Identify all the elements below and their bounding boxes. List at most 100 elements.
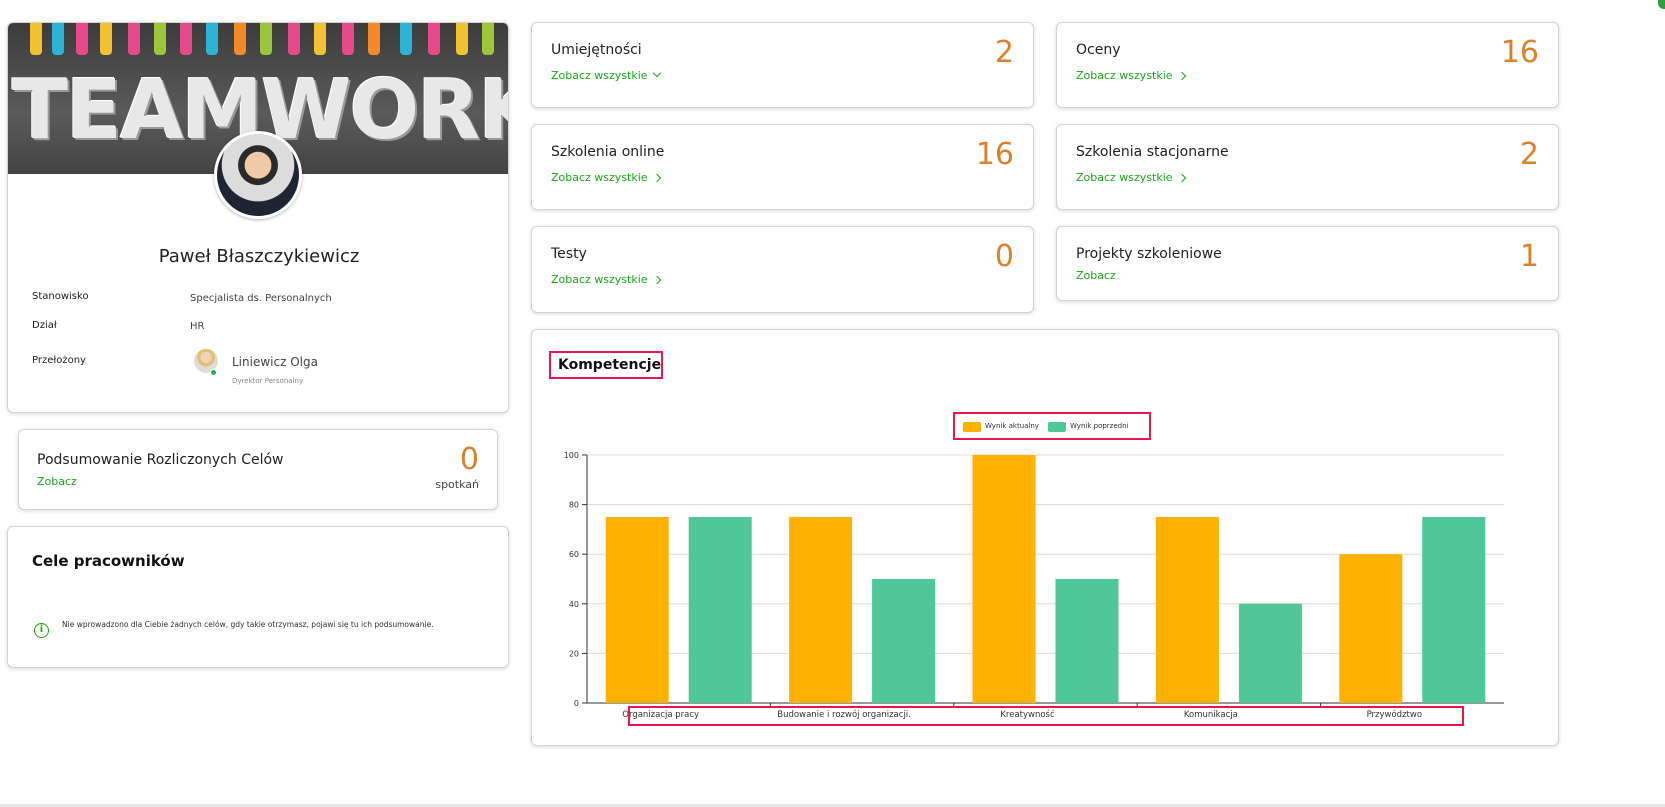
- tests-view-all-link[interactable]: Zobacz wszystkie: [551, 273, 661, 286]
- banner-decoration: [342, 23, 354, 55]
- online-trainings-view-all-link[interactable]: Zobacz wszystkie: [551, 171, 661, 184]
- banner-decoration: [260, 23, 272, 55]
- banner-decoration: [128, 23, 140, 55]
- grades-view-all-link[interactable]: Zobacz wszystkie: [1076, 69, 1186, 82]
- training-projects-card: Projekty szkoleniowe Zobacz 1: [1056, 226, 1559, 301]
- summary-count: 0: [459, 442, 479, 477]
- page-bottom-border: [0, 804, 1665, 807]
- position-value: Specjalista ds. Personalnych: [190, 293, 332, 304]
- stationary-trainings-view-all-link[interactable]: Zobacz wszystkie: [1076, 171, 1186, 184]
- banner-decoration: [314, 23, 326, 55]
- chevron-right-icon: [652, 173, 661, 183]
- supervisor-role: Dyrektor Personalny: [232, 377, 304, 385]
- chevron-right-icon: [652, 275, 661, 285]
- legend-label-previous[interactable]: Wynik poprzedni: [1070, 422, 1129, 430]
- banner-decoration: [154, 23, 166, 55]
- stationary-trainings-view-all-label: Zobacz wszystkie: [1076, 171, 1173, 184]
- y-tick-label: 80: [569, 501, 579, 510]
- grades-card: Oceny Zobacz wszystkie 16: [1056, 22, 1559, 108]
- profile-avatar[interactable]: [214, 131, 302, 219]
- banner-decoration: [76, 23, 88, 55]
- x-tick-label: Przywództwo: [1367, 709, 1422, 720]
- bar-current: [972, 455, 1036, 703]
- chevron-right-icon: [1177, 71, 1186, 81]
- chevron-down-icon: [652, 68, 661, 78]
- bar-previous: [872, 579, 936, 703]
- department-value: HR: [190, 321, 205, 332]
- employee-goals-card: Cele pracowników i Nie wprowadzono dla C…: [7, 526, 509, 668]
- summary-title: Podsumowanie Rozliczonych Celów: [37, 452, 284, 468]
- competencies-chart: 0 20 40 60 80 100 Organizacja pracy Budowanie i…: [564, 451, 1504, 720]
- tests-card: Testy Zobacz wszystkie 0: [531, 226, 1034, 313]
- goals-title: Cele pracowników: [32, 552, 185, 570]
- grades-label: Oceny: [1076, 42, 1121, 58]
- bar-previous: [1422, 517, 1486, 703]
- y-tick-label: 40: [569, 600, 579, 609]
- supervisor-name[interactable]: Liniewicz Olga: [232, 355, 318, 369]
- x-axis-labels-highlight: [628, 706, 1464, 726]
- y-tick-label: 100: [564, 451, 579, 460]
- legend-swatch-current[interactable]: [963, 422, 981, 432]
- grades-view-all-label: Zobacz wszystkie: [1076, 69, 1173, 82]
- profile-name: Paweł Błaszczykiewicz: [158, 246, 360, 267]
- competencies-card: 0 20 40 60 80 100 Organizacja pracy Budowanie i…: [531, 329, 1559, 746]
- department-label: Dział: [32, 320, 57, 331]
- banner-decoration: [30, 23, 42, 55]
- bar-previous: [688, 517, 752, 703]
- x-tick-label: Budowanie i rozwój organizacji.: [777, 709, 911, 720]
- online-trainings-view-all-label: Zobacz wszystkie: [551, 171, 648, 184]
- banner-decoration: [100, 23, 112, 55]
- banner-decoration: [206, 23, 218, 55]
- summary-view-link[interactable]: Zobacz: [37, 475, 77, 488]
- goals-empty-message: Nie wprowadzono dla Ciebie żadnych celów…: [62, 620, 434, 629]
- online-trainings-count: 16: [975, 137, 1014, 172]
- bar-current: [789, 517, 853, 703]
- banner-decoration: [368, 23, 380, 55]
- bar-previous: [1055, 579, 1119, 703]
- skills-view-all-label: Zobacz wszystkie: [551, 69, 648, 82]
- legend-label-current[interactable]: Wynik aktualny: [985, 422, 1039, 430]
- banner-decoration: [180, 23, 192, 55]
- banner-decoration: [288, 23, 300, 55]
- online-status-icon: [210, 369, 217, 376]
- skills-label: Umiejętności: [551, 42, 642, 58]
- skills-view-all-link[interactable]: Zobacz wszystkie: [551, 68, 661, 82]
- training-projects-label: Projekty szkoleniowe: [1076, 246, 1222, 262]
- goals-summary-card: Podsumowanie Rozliczonych Celów Zobacz 0…: [18, 429, 498, 510]
- legend-swatch-previous[interactable]: [1048, 422, 1066, 432]
- banner-decoration: [234, 23, 246, 55]
- chevron-right-icon: [1177, 173, 1186, 183]
- status-indicator: [1658, 0, 1665, 9]
- bar-current: [1339, 554, 1403, 703]
- training-projects-view-link[interactable]: Zobacz: [1076, 269, 1116, 282]
- y-tick-label: 0: [574, 699, 579, 708]
- summary-unit: spotkań: [435, 478, 479, 491]
- training-projects-count: 1: [1519, 239, 1539, 274]
- chart-legend: Wynik aktualny Wynik poprzedni: [953, 412, 1151, 440]
- banner-decoration: [400, 23, 412, 55]
- x-tick-label: Kreatywność: [1000, 709, 1055, 720]
- y-tick-label: 60: [569, 550, 579, 559]
- skills-count: 2: [994, 35, 1014, 70]
- grades-count: 16: [1500, 35, 1539, 70]
- bar-current: [605, 517, 669, 703]
- supervisor-label: Przełożony: [32, 355, 86, 366]
- skills-card: Umiejętności Zobacz wszystkie 2: [531, 22, 1034, 108]
- x-tick-label: Organizacja pracy: [622, 710, 699, 720]
- banner-decoration: [456, 23, 468, 55]
- info-icon: i: [34, 623, 49, 638]
- bar-current: [1155, 517, 1219, 703]
- online-trainings-label: Szkolenia online: [551, 144, 665, 160]
- tests-label: Testy: [551, 246, 587, 262]
- banner-decoration: [482, 23, 494, 55]
- online-trainings-card: Szkolenia online Zobacz wszystkie 16: [531, 124, 1034, 210]
- position-label: Stanowisko: [32, 291, 89, 302]
- profile-card: TEAMWORK Paweł Błaszczykiewicz Stanowisk…: [7, 22, 509, 413]
- chart-title: Kompetencje: [549, 351, 663, 379]
- banner-decoration: [52, 23, 64, 55]
- stationary-trainings-card: Szkolenia stacjonarne Zobacz wszystkie 2: [1056, 124, 1559, 210]
- tests-view-all-label: Zobacz wszystkie: [551, 273, 648, 286]
- y-tick-label: 20: [569, 649, 579, 658]
- stationary-trainings-label: Szkolenia stacjonarne: [1076, 144, 1229, 160]
- banner-decoration: [428, 23, 440, 55]
